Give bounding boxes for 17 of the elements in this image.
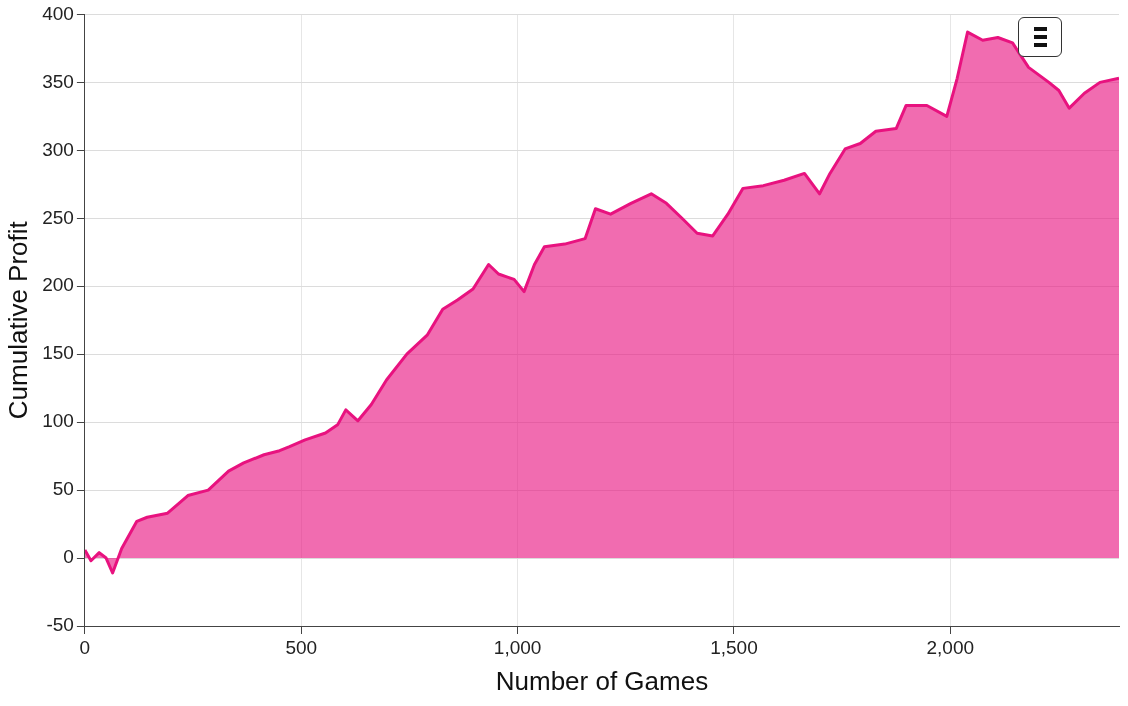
- y-tick-label: 50: [52, 478, 74, 500]
- x-tick-label: 500: [285, 636, 318, 658]
- x-axis-title: Number of Games: [495, 665, 709, 696]
- y-tick-label: 100: [42, 410, 74, 432]
- y-tick-label: 300: [42, 138, 74, 160]
- x-tick-label: 1,000: [493, 636, 542, 658]
- y-tick-label: 350: [42, 70, 74, 92]
- y-tick-label: 0: [63, 546, 74, 568]
- y-tick-label: 200: [42, 274, 74, 296]
- y-tick-label: 150: [42, 342, 74, 364]
- x-tick-label: 1,500: [710, 636, 758, 658]
- x-tick-label: 0: [79, 636, 91, 658]
- y-axis-title: Cumulative Profit: [2, 220, 33, 420]
- y-tick-label: -50: [46, 614, 74, 636]
- y-tick-label: 250: [42, 206, 74, 228]
- x-tick-label: 2,000: [926, 636, 975, 658]
- y-tick-label: 400: [42, 2, 74, 24]
